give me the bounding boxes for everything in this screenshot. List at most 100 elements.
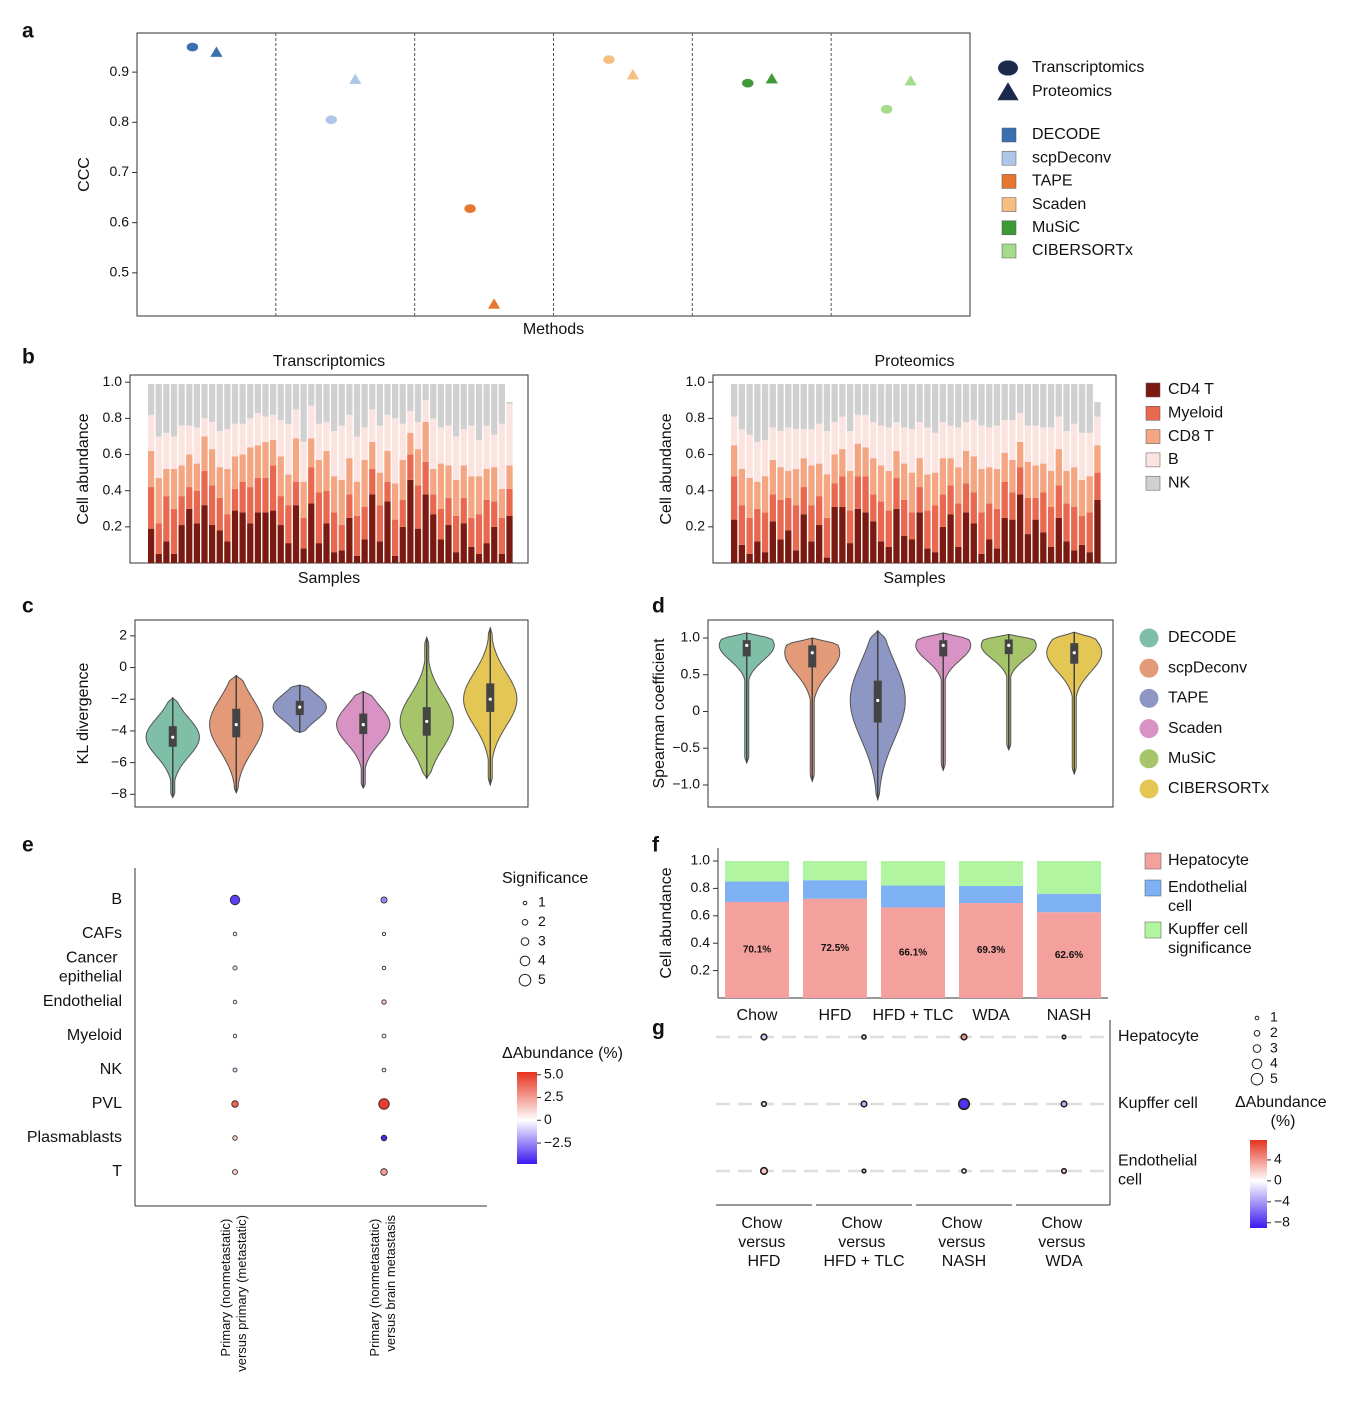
colorbar-tick-label: 0 <box>1274 1172 1282 1188</box>
bar-segment <box>460 384 467 430</box>
bar-segment <box>292 438 300 482</box>
bar-segment <box>277 384 284 421</box>
bar-segment <box>399 499 406 527</box>
text-line: Hepatocyte <box>1118 1028 1199 1045</box>
bar-segment <box>881 907 945 998</box>
bar-segment <box>346 384 353 415</box>
bar-segment <box>491 526 498 563</box>
point <box>209 45 224 58</box>
bar-segment <box>407 384 414 412</box>
text-line: cell <box>1118 1172 1142 1189</box>
panel-label: c <box>22 595 34 618</box>
bar-segment <box>885 546 892 563</box>
y-axis-label: Spearman coefficient <box>651 638 668 789</box>
bar-segment <box>846 470 854 511</box>
colorbar-tick-label: 2.5 <box>544 1088 564 1104</box>
bar-segment <box>414 449 422 486</box>
bar-segment <box>216 530 223 563</box>
legend-label: Myeloid <box>1168 405 1223 422</box>
text-line: versus primary (metastatic) <box>234 1215 249 1372</box>
bar-segment <box>224 541 231 563</box>
bar-segment <box>901 384 908 428</box>
bar-segment <box>399 526 406 563</box>
dot <box>380 1168 388 1176</box>
bar-segment <box>846 384 854 432</box>
legend-swatch <box>1139 749 1159 769</box>
colorbar <box>1250 1140 1267 1228</box>
legend-label: Transcriptomics <box>1032 59 1144 76</box>
bar-segment <box>483 543 490 563</box>
legend-label: DECODE <box>1168 629 1236 646</box>
bar-segment <box>300 384 307 442</box>
colorbar-tick-label: 0 <box>544 1111 552 1127</box>
bar-segment <box>1040 463 1047 493</box>
dot <box>381 999 387 1005</box>
bar-segment <box>1071 467 1078 507</box>
bar-segment <box>331 552 338 563</box>
text-line: versus <box>738 1234 790 1251</box>
bar-segment <box>993 548 1001 563</box>
bar-segment <box>346 414 353 459</box>
bar-segment <box>170 508 178 554</box>
y-tick-label: 0.6 <box>103 445 123 461</box>
size-legend-title: Significance <box>502 870 588 887</box>
dot <box>957 1097 971 1111</box>
y-tick-label: −6 <box>111 753 127 769</box>
bar-segment <box>376 472 384 506</box>
bar-segment <box>445 497 452 526</box>
bar-segment <box>908 472 916 513</box>
bar-segment <box>1063 503 1070 542</box>
y-axis-label: KL divergence <box>75 663 92 765</box>
y-tick-label: 0.2 <box>103 518 123 534</box>
legend-swatch <box>1145 452 1161 468</box>
bar-segment <box>831 384 838 422</box>
bar-segment <box>422 494 429 563</box>
bar-segment <box>491 501 498 527</box>
bar-segment <box>292 505 300 563</box>
bar-segment <box>1040 384 1047 428</box>
bar-segment <box>239 423 246 455</box>
size-legend-label: 2 <box>538 913 546 929</box>
row-label: Myeloid <box>67 1027 122 1044</box>
bar-segment <box>155 478 162 524</box>
legend-label: B <box>1168 451 1179 468</box>
bar-segment <box>792 550 800 563</box>
bar-segment <box>155 523 162 554</box>
bar-segment <box>1032 425 1039 466</box>
bar-segment <box>792 469 800 506</box>
bar-segment <box>1055 449 1062 486</box>
bar-segment <box>460 465 467 498</box>
bar-segment <box>978 469 985 513</box>
bar-segment <box>369 494 376 563</box>
bar-segment <box>854 384 862 415</box>
bar-segment <box>870 494 877 522</box>
bar-segment <box>754 508 761 542</box>
bar-segment <box>498 517 506 554</box>
colorbar-tick-label: −8 <box>1274 1213 1290 1229</box>
bar-segment <box>962 483 970 513</box>
bar-segment <box>924 510 931 549</box>
bar-segment <box>870 521 877 563</box>
size-legend-dot <box>1250 1072 1264 1086</box>
bar-segment <box>862 384 869 415</box>
bar-segment <box>216 431 223 468</box>
bar-segment <box>1063 541 1070 563</box>
bar-segment <box>300 441 307 482</box>
bar-segment <box>308 467 315 504</box>
bar-segment <box>483 425 490 469</box>
size-legend-label: 5 <box>538 971 546 987</box>
bar-segment <box>445 384 452 426</box>
bar-segment <box>437 539 445 563</box>
point <box>186 42 199 52</box>
legend-swatch <box>1001 243 1017 259</box>
bar-segment <box>939 526 947 563</box>
bar-segment <box>491 434 498 468</box>
legend-swatch <box>1139 688 1159 708</box>
violin-median <box>298 705 302 709</box>
bar-segment <box>277 456 284 497</box>
bar-segment <box>908 384 916 430</box>
bar-segment <box>475 384 483 441</box>
violin-box <box>808 645 817 668</box>
dot <box>760 1100 768 1108</box>
violin-median <box>234 722 238 727</box>
